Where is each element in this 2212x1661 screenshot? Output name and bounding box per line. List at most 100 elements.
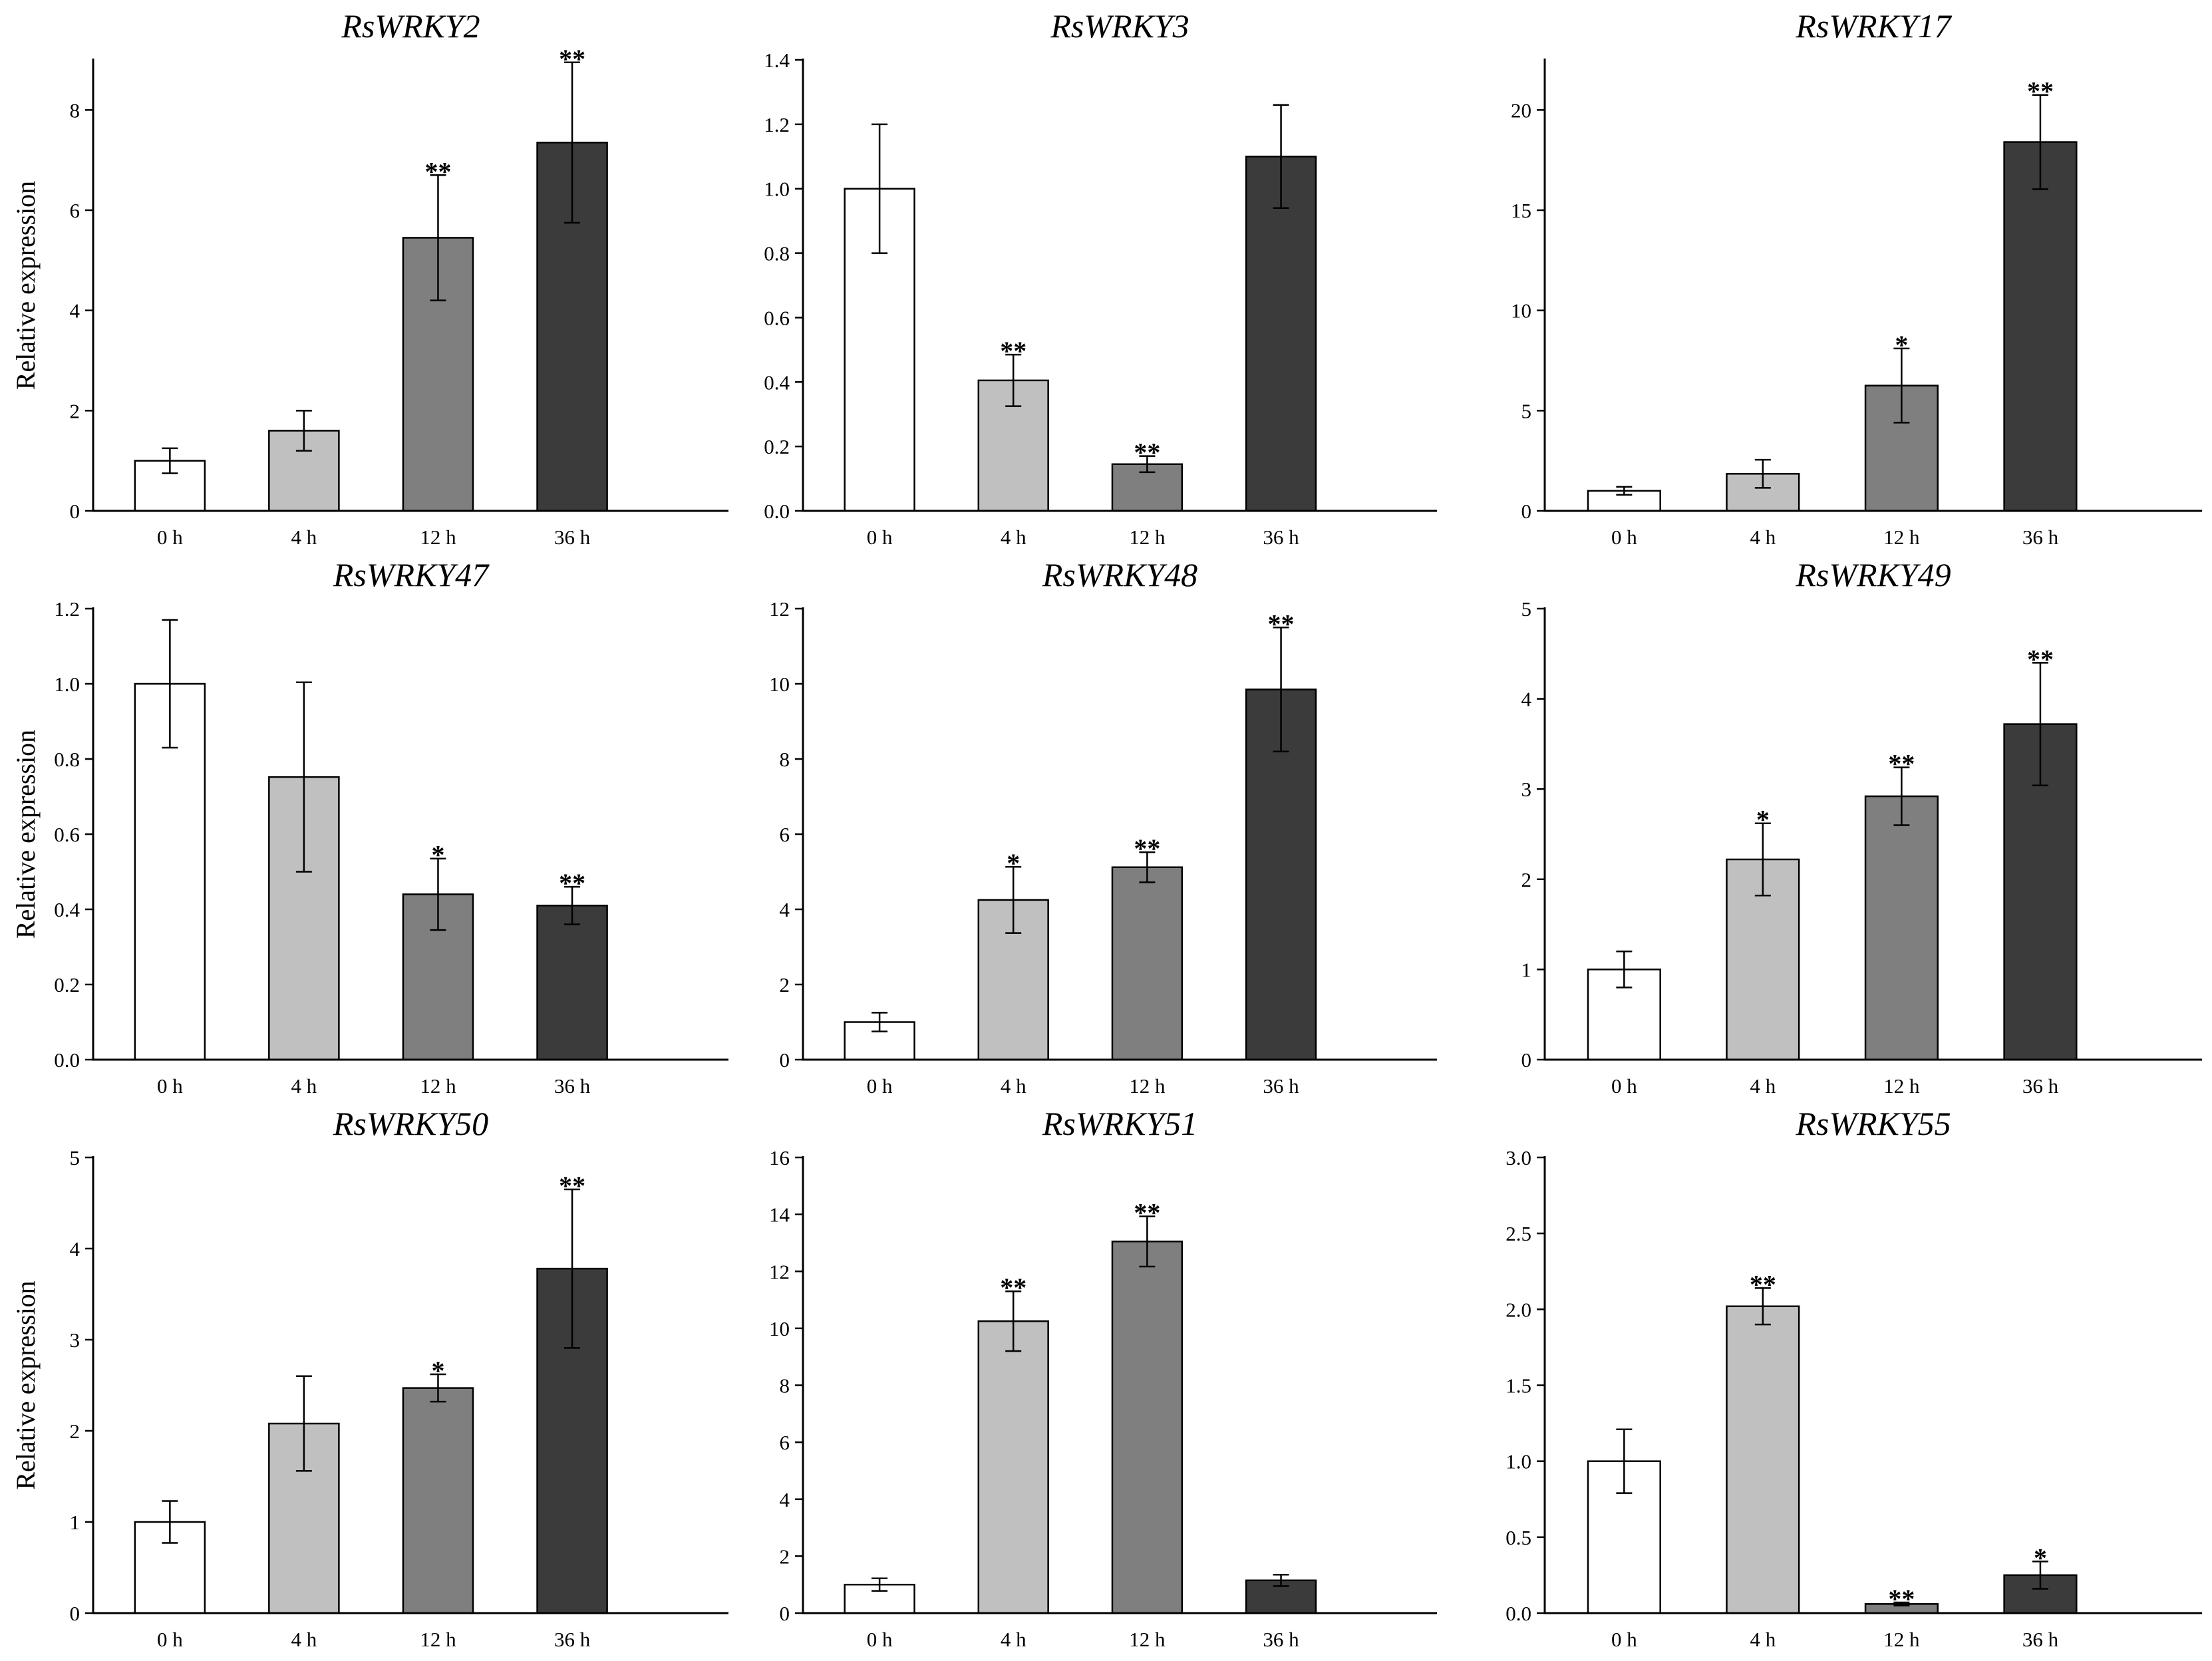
bar-2 (1111, 1241, 1184, 1614)
error-bar-3 (1273, 104, 1289, 210)
y-tick-label: 6 (780, 823, 790, 846)
y-tick-label: 0.0 (1505, 1602, 1531, 1625)
x-tick-label: 36 h (1263, 1074, 1299, 1098)
significance-marker-3: ** (559, 1171, 585, 1201)
x-tick-label: 12 h (1129, 526, 1166, 549)
error-bar-3 (2032, 94, 2048, 190)
significance-marker-2: * (431, 840, 444, 870)
x-tick-label: 36 h (2022, 1074, 2059, 1098)
error-bar-0 (1616, 1428, 1633, 1494)
y-axis-label: Relative expression (11, 1281, 41, 1489)
chart-panel-rswrky2: RsWRKY2 Relative expression ** ** 0 2 4 6 8 0 h 4 … (11, 7, 728, 549)
y-tick-label: 3 (1521, 778, 1532, 801)
x-tick-label: 12 h (420, 1628, 456, 1651)
y-tick-label: 0.0 (54, 1048, 80, 1072)
y-tick-label: 8 (70, 98, 80, 122)
y-tick-label: 0.8 (54, 748, 80, 771)
significance-marker-2: * (431, 1356, 444, 1386)
bar-3 (2003, 141, 2078, 512)
x-tick-label: 12 h (1883, 526, 1920, 549)
significance-marker-3: ** (559, 868, 585, 898)
x-tick-label: 4 h (1750, 1628, 1776, 1651)
error-bar-3 (1273, 1573, 1289, 1587)
x-tick-label: 12 h (1883, 1074, 1920, 1098)
y-tick-label: 0.6 (764, 306, 790, 329)
x-tick-label: 36 h (554, 526, 591, 549)
y-tick-label: 6 (70, 199, 80, 222)
significance-marker-3: ** (2027, 644, 2054, 674)
panel-title: RsWRKY50 (333, 1105, 488, 1142)
x-tick-label: 0 h (1611, 1074, 1637, 1098)
x-tick-label: 36 h (2022, 1628, 2059, 1651)
bar-3 (536, 905, 608, 1061)
error-bar-2 (430, 1373, 446, 1403)
error-bar-0 (1616, 951, 1633, 988)
y-tick-label: 2 (780, 1545, 790, 1568)
y-tick-label: 8 (780, 748, 790, 771)
error-bar-0 (162, 619, 178, 749)
y-tick-label: 4 (780, 1488, 790, 1511)
x-tick-label: 12 h (420, 526, 456, 549)
chart-panel-rswrky3: RsWRKY3 ** ** 0.0 0.2 0.4 0.6 0.8 1.0 1.2 1.4 0 h 4 … (764, 7, 1437, 549)
error-bar-1 (1005, 1290, 1022, 1352)
x-tick-label: 4 h (291, 1074, 317, 1098)
x-tick-label: 4 h (1750, 526, 1776, 549)
panel-title: RsWRKY47 (333, 556, 490, 593)
y-tick-label: 3.0 (1505, 1146, 1531, 1169)
significance-marker-2: ** (1888, 1584, 1915, 1614)
y-axis-label: Relative expression (11, 181, 41, 390)
x-tick-label: 12 h (1883, 1628, 1920, 1651)
x-tick-label: 4 h (1750, 1074, 1776, 1098)
y-tick-label: 0 (780, 1602, 790, 1625)
y-tick-label: 0.0 (764, 500, 790, 523)
error-bar-1 (295, 1375, 312, 1472)
panel-title: RsWRKY51 (1042, 1105, 1197, 1142)
y-tick-label: 0.4 (54, 898, 80, 921)
bar-1 (1726, 858, 1800, 1061)
panel-title: RsWRKY55 (1795, 1105, 1951, 1142)
significance-marker-2: ** (1134, 1198, 1160, 1228)
y-tick-label: 4 (780, 898, 790, 921)
y-tick-label: 4 (70, 299, 80, 323)
y-tick-label: 0 (1521, 1048, 1532, 1072)
significance-marker-1: * (1756, 805, 1770, 835)
error-bar-0 (162, 1500, 178, 1544)
error-bar-2 (430, 857, 446, 931)
bar-0 (1587, 490, 1661, 512)
y-tick-label: 0 (780, 1048, 790, 1072)
significance-marker-2: ** (1134, 438, 1160, 468)
significance-marker-3: ** (559, 44, 585, 74)
x-tick-label: 36 h (2022, 526, 2059, 549)
bar-2 (1864, 795, 1939, 1061)
error-bar-3 (564, 1188, 581, 1349)
error-bar-2 (1893, 347, 1910, 424)
significance-marker-3: ** (2027, 76, 2054, 106)
y-tick-label: 0 (1521, 500, 1532, 523)
y-tick-label: 2 (1521, 868, 1532, 891)
y-tick-label: 1.0 (1505, 1450, 1531, 1473)
error-bar-0 (871, 1012, 888, 1032)
y-tick-label: 3 (70, 1328, 80, 1352)
y-tick-label: 12 (769, 597, 790, 621)
y-tick-label: 1.5 (1505, 1374, 1531, 1398)
y-tick-label: 6 (780, 1431, 790, 1454)
y-tick-label: 4 (70, 1237, 80, 1261)
x-tick-label: 4 h (291, 1628, 317, 1651)
x-tick-label: 0 h (1611, 1628, 1637, 1651)
significance-marker-2: ** (1888, 749, 1915, 779)
significance-marker-1: ** (1000, 1273, 1027, 1302)
y-tick-label: 0 (70, 1602, 80, 1625)
panel-title: RsWRKY48 (1042, 556, 1197, 593)
bar-3 (1245, 156, 1317, 512)
panel-title: RsWRKY2 (341, 7, 480, 45)
y-tick-label: 10 (769, 673, 790, 696)
y-axis-label: Relative expression (11, 730, 41, 939)
error-bar-3 (2032, 662, 2048, 787)
y-tick-label: 15 (1511, 199, 1531, 222)
x-tick-label: 12 h (1129, 1074, 1166, 1098)
y-tick-label: 8 (780, 1374, 790, 1398)
y-tick-label: 5 (1521, 597, 1532, 621)
